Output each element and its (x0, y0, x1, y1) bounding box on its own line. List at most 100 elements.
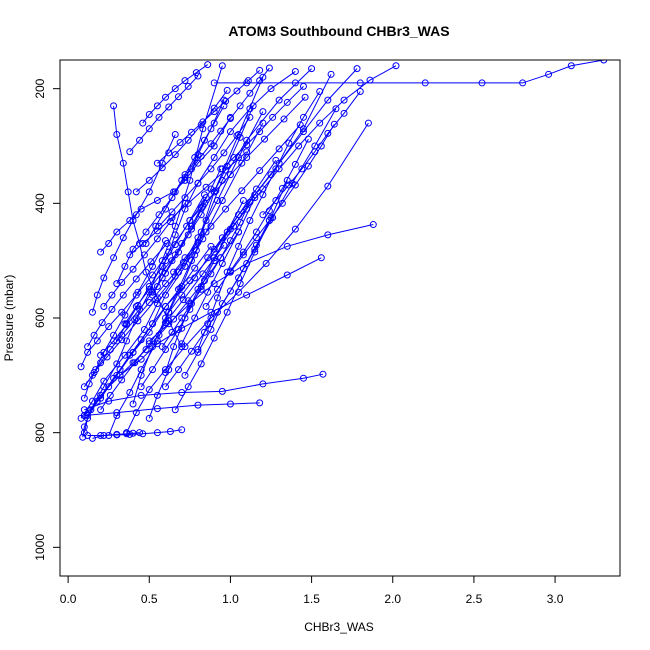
data-point (330, 120, 338, 128)
data-point (223, 308, 231, 316)
data-point (163, 239, 171, 247)
data-point (145, 340, 153, 348)
data-point (129, 429, 137, 437)
data-point (324, 129, 332, 137)
data-point (262, 260, 270, 268)
data-point (207, 242, 215, 250)
data-point (80, 383, 88, 391)
data-point (113, 430, 121, 438)
series-layer (77, 60, 608, 442)
data-point (210, 334, 218, 342)
data-point (145, 110, 153, 118)
data-point (140, 251, 148, 259)
series-4 (77, 108, 267, 422)
data-point (137, 391, 145, 399)
data-point (123, 430, 131, 438)
data-point (194, 401, 202, 409)
data-point (124, 188, 132, 196)
data-point (90, 368, 98, 376)
data-point (113, 337, 121, 345)
data-point (145, 188, 153, 196)
data-point (116, 366, 124, 374)
data-point (176, 284, 184, 292)
data-point (233, 87, 241, 95)
data-point (311, 148, 319, 156)
data-point (278, 199, 286, 207)
data-point (275, 145, 283, 153)
data-point (265, 64, 273, 72)
data-point (238, 159, 246, 167)
data-point (218, 387, 226, 395)
data-point (108, 305, 116, 313)
data-point (210, 280, 218, 288)
data-point (230, 153, 238, 161)
data-point (283, 271, 291, 279)
data-point (129, 400, 137, 408)
series-line (83, 240, 166, 399)
data-point (171, 151, 179, 159)
series-line (165, 220, 270, 388)
data-point (162, 205, 170, 213)
series-line (91, 134, 176, 313)
data-point (356, 88, 364, 96)
series-39 (158, 198, 254, 351)
series-line (92, 432, 140, 439)
data-point (275, 165, 283, 173)
series-line (84, 373, 324, 411)
data-point (236, 102, 244, 110)
data-point (269, 113, 277, 121)
series-47 (97, 241, 228, 414)
series-55 (126, 148, 251, 259)
data-point (171, 85, 179, 93)
y-axis: 200 400 600 800 1000 (33, 78, 61, 561)
data-point (176, 139, 184, 147)
data-point (158, 159, 166, 167)
data-point (317, 254, 325, 262)
data-point (272, 156, 280, 164)
data-point (137, 371, 145, 379)
data-point (136, 429, 144, 437)
y-tick-label: 800 (33, 422, 47, 442)
series-line (213, 65, 397, 250)
data-point (199, 125, 207, 133)
data-point (256, 77, 264, 85)
data-point (202, 303, 210, 311)
data-point (222, 97, 230, 105)
data-point (233, 132, 241, 140)
data-point (283, 176, 291, 184)
data-point (218, 165, 226, 173)
data-point (235, 242, 243, 250)
data-point (236, 280, 244, 288)
data-point (90, 331, 98, 339)
data-point (123, 337, 131, 345)
data-point (129, 265, 137, 273)
data-point (223, 86, 231, 94)
data-point (178, 291, 186, 299)
data-point (243, 291, 251, 299)
data-point (243, 141, 251, 149)
data-point (212, 187, 220, 195)
data-point (174, 366, 182, 374)
series-line (197, 91, 321, 350)
data-point (162, 269, 170, 277)
data-point (246, 198, 254, 206)
series-54 (153, 66, 264, 167)
data-point (110, 254, 118, 262)
data-point (353, 65, 361, 73)
data-point (280, 115, 288, 123)
data-point (204, 288, 212, 296)
series-56 (84, 239, 171, 351)
data-point (162, 319, 170, 327)
data-point (171, 251, 179, 259)
data-point (119, 234, 127, 242)
data-point (207, 270, 215, 278)
data-point (137, 355, 145, 363)
data-point (243, 148, 251, 156)
data-point (158, 164, 166, 172)
data-point (213, 196, 221, 204)
data-point (184, 136, 192, 144)
series-line (87, 243, 168, 347)
data-point (126, 389, 134, 397)
data-point (174, 93, 182, 101)
data-point (165, 366, 173, 374)
